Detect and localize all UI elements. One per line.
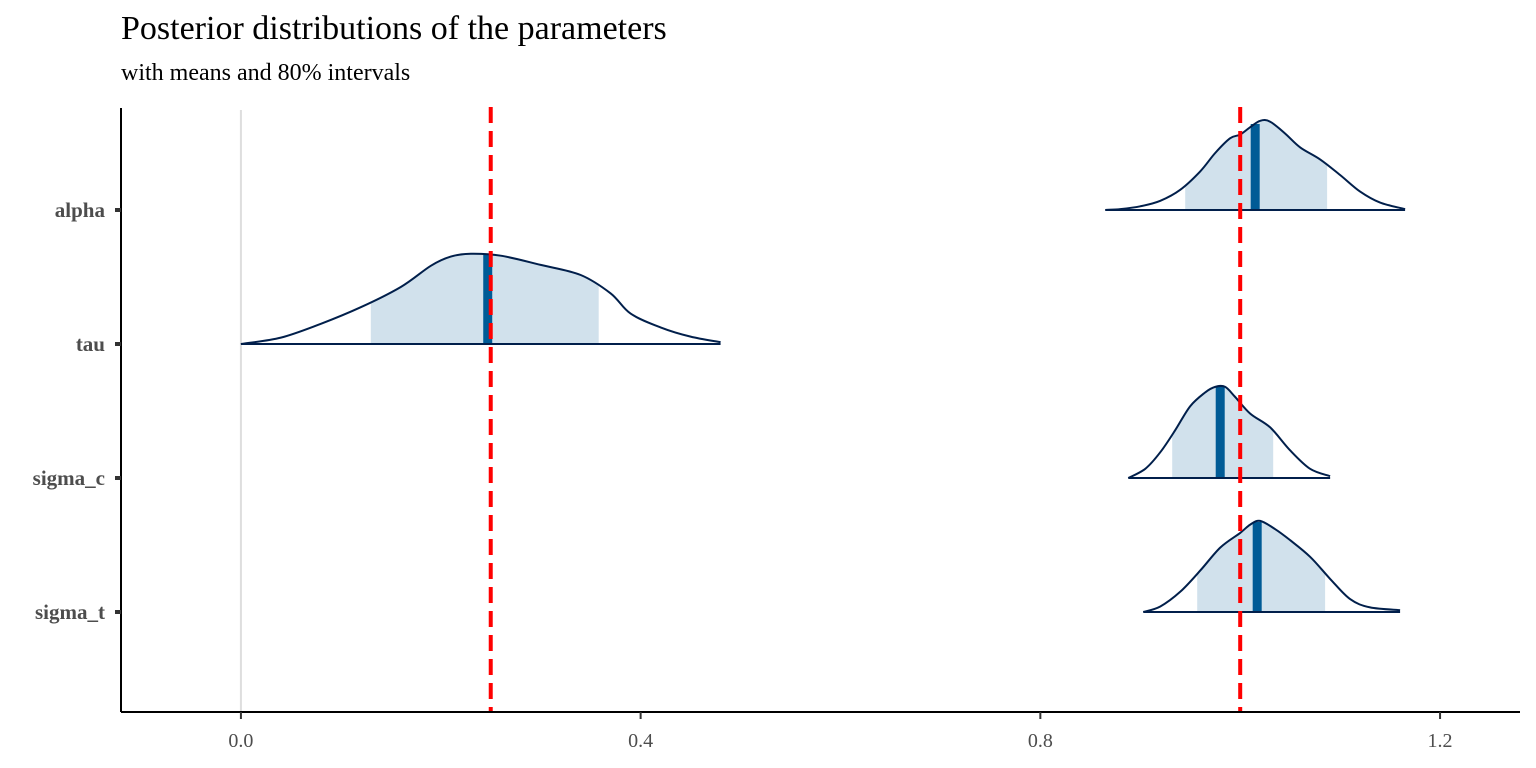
ridge-tau — [240, 252, 721, 345]
x-tick-label: 0.8 — [1028, 730, 1053, 752]
chart-title: Posterior distributions of the parameter… — [121, 10, 667, 47]
density-outline-sigma_t — [1142, 519, 1401, 613]
ridge-sigma_t — [1142, 519, 1401, 613]
x-tick-label: 0.0 — [228, 730, 253, 752]
density-outline-alpha — [1105, 119, 1406, 211]
ridge-sigma_c — [1127, 384, 1331, 479]
y-tick-label-sigma_t: sigma_t — [35, 600, 105, 624]
x-tick-label: 1.2 — [1428, 730, 1453, 752]
density-ridges-layer — [240, 119, 1406, 613]
y-tick-label-tau: tau — [76, 332, 105, 356]
density-outline-tau — [240, 252, 721, 345]
density-outline-sigma_c — [1127, 384, 1331, 479]
axes-layer: alpha tau sigma_c sigma_t 0.0 0.4 0.8 1.2 — [33, 108, 1520, 752]
y-tick-label-alpha: alpha — [55, 198, 106, 222]
chart-subtitle: with means and 80% intervals — [121, 60, 411, 86]
reference-lines-layer — [488, 107, 1243, 712]
x-tick-label: 0.4 — [628, 730, 653, 752]
y-tick-label-sigma_c: sigma_c — [33, 466, 105, 490]
ridge-alpha — [1105, 119, 1406, 211]
